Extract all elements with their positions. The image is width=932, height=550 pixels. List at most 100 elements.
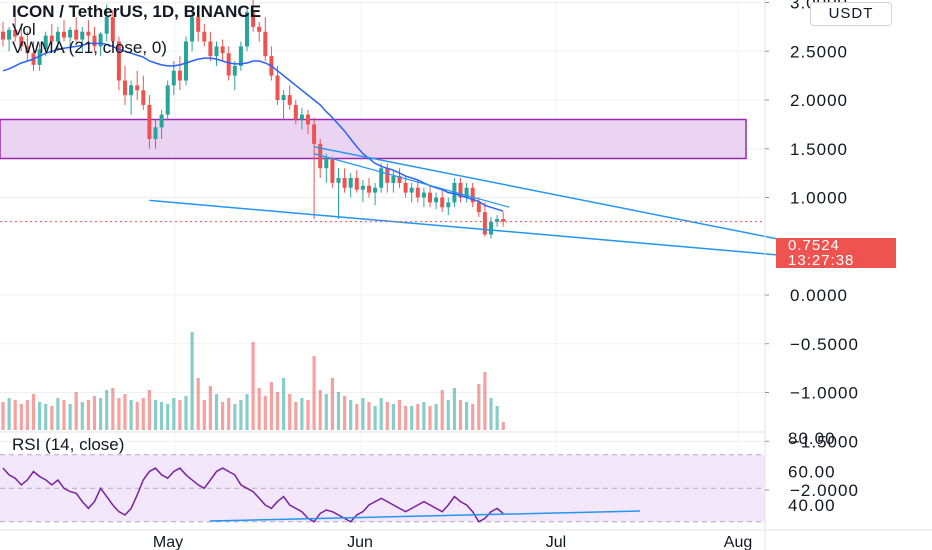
price-axis[interactable]: 4.50004.00003.50003.00002.50002.00001.50…: [764, 0, 859, 550]
volume-bar: [361, 398, 365, 430]
candle-body: [470, 187, 475, 203]
time-axis[interactable]: May Jun Jul Aug: [0, 529, 932, 550]
candle-body: [110, 17, 115, 42]
candle-body: [104, 17, 109, 34]
candle-body: [251, 12, 256, 27]
candle-body: [220, 46, 225, 54]
volume-bar: [343, 396, 347, 430]
price-tick-label: 2.5000: [790, 42, 848, 61]
last-price-badge: 0.7524 13:27:38: [776, 238, 896, 268]
candle-body: [464, 187, 469, 198]
volume-bar: [227, 398, 231, 430]
volume-bar: [257, 388, 261, 430]
volume-bar: [233, 404, 237, 430]
candle-body: [153, 127, 158, 139]
candle-body: [232, 65, 237, 76]
volume-bar: [178, 400, 182, 430]
trendline: [313, 153, 510, 208]
volume-bar: [196, 378, 200, 430]
volume-bar: [404, 406, 408, 430]
volume-bar: [25, 400, 29, 430]
currency-button[interactable]: USDT: [810, 2, 892, 26]
volume-bar: [80, 402, 84, 430]
volume-bar: [471, 404, 475, 430]
volume-bar: [440, 390, 444, 430]
last-price-value: 0.7524: [788, 237, 840, 254]
candle-body: [1, 31, 5, 40]
candle-body: [428, 192, 432, 203]
volume-bar: [184, 396, 188, 430]
volume-bar: [86, 400, 90, 430]
support-resistance-zone: [0, 118, 747, 160]
candle-body: [226, 53, 231, 76]
trendlines[interactable]: [0, 146, 791, 257]
candle-body: [62, 31, 66, 38]
volume-bar: [275, 392, 280, 430]
volume-bar: [31, 394, 36, 430]
candle-body: [25, 46, 30, 54]
volume-bar: [397, 400, 402, 430]
rsi-tick-label: 40.00: [788, 496, 836, 515]
candle-body: [141, 90, 146, 105]
bar-countdown: 13:27:38: [788, 252, 855, 269]
volume-bar: [38, 402, 42, 430]
candle-body: [281, 95, 286, 100]
rsi-legend: RSI (14, close): [12, 435, 125, 454]
candle-body: [86, 31, 91, 36]
vwma-legend: VWMA (21, close, 0): [12, 38, 167, 57]
vwma-line: [2, 42, 504, 212]
candle-body: [287, 95, 292, 105]
candle-body: [324, 158, 329, 169]
candle-body: [482, 212, 487, 235]
candle-body: [190, 17, 195, 42]
volume-bar: [288, 394, 292, 430]
volume-bar: [172, 398, 176, 430]
candle-body: [37, 49, 42, 65]
volume-bar: [44, 404, 48, 430]
candle-body: [489, 221, 493, 235]
time-tick-label: May: [153, 534, 183, 550]
candle-body: [13, 29, 18, 37]
candle-body: [98, 33, 103, 47]
candle-body: [196, 17, 201, 32]
candle-body: [306, 114, 310, 125]
candle-body: [135, 85, 140, 91]
price-tick-label: 2.0000: [790, 91, 848, 110]
candle-body: [342, 178, 347, 188]
volume-bar: [391, 404, 395, 430]
volume-bar: [410, 406, 414, 430]
volume-bar: [111, 388, 115, 430]
candle-body: [501, 218, 506, 222]
rsi-line-layer: [2, 467, 641, 523]
time-tick-label: Jun: [347, 534, 373, 550]
candle-body: [184, 41, 188, 81]
volume-bar: [330, 378, 334, 430]
time-tick-label: Jul: [546, 534, 566, 550]
volume-bar: [56, 398, 60, 430]
volume-bar: [92, 396, 97, 430]
candle-body: [293, 104, 298, 120]
candle-body: [202, 31, 207, 42]
vwma-line-layer: [2, 42, 504, 212]
price-tick-label: −2.0000: [790, 481, 859, 500]
candle-body: [379, 168, 384, 188]
volume-bar: [153, 400, 158, 430]
candle-body: [263, 31, 268, 57]
candle-body: [421, 192, 426, 198]
candle-body: [391, 176, 396, 183]
candle-body: [434, 197, 439, 203]
volume-bar: [62, 400, 66, 430]
volume-bar: [385, 402, 389, 430]
candle-body: [397, 176, 402, 183]
volume-bar: [306, 400, 310, 430]
price-tick-label: −1.5000: [790, 432, 859, 451]
candle-body: [440, 197, 445, 208]
candle-body: [129, 85, 134, 96]
volume-bar: [452, 388, 456, 430]
chart-title: ICON / TetherUS, 1D, BINANCE: [12, 2, 262, 21]
volume-bar: [446, 400, 450, 430]
candle-body: [318, 143, 323, 169]
volume-bar: [99, 398, 103, 430]
volume-bar: [263, 396, 267, 430]
